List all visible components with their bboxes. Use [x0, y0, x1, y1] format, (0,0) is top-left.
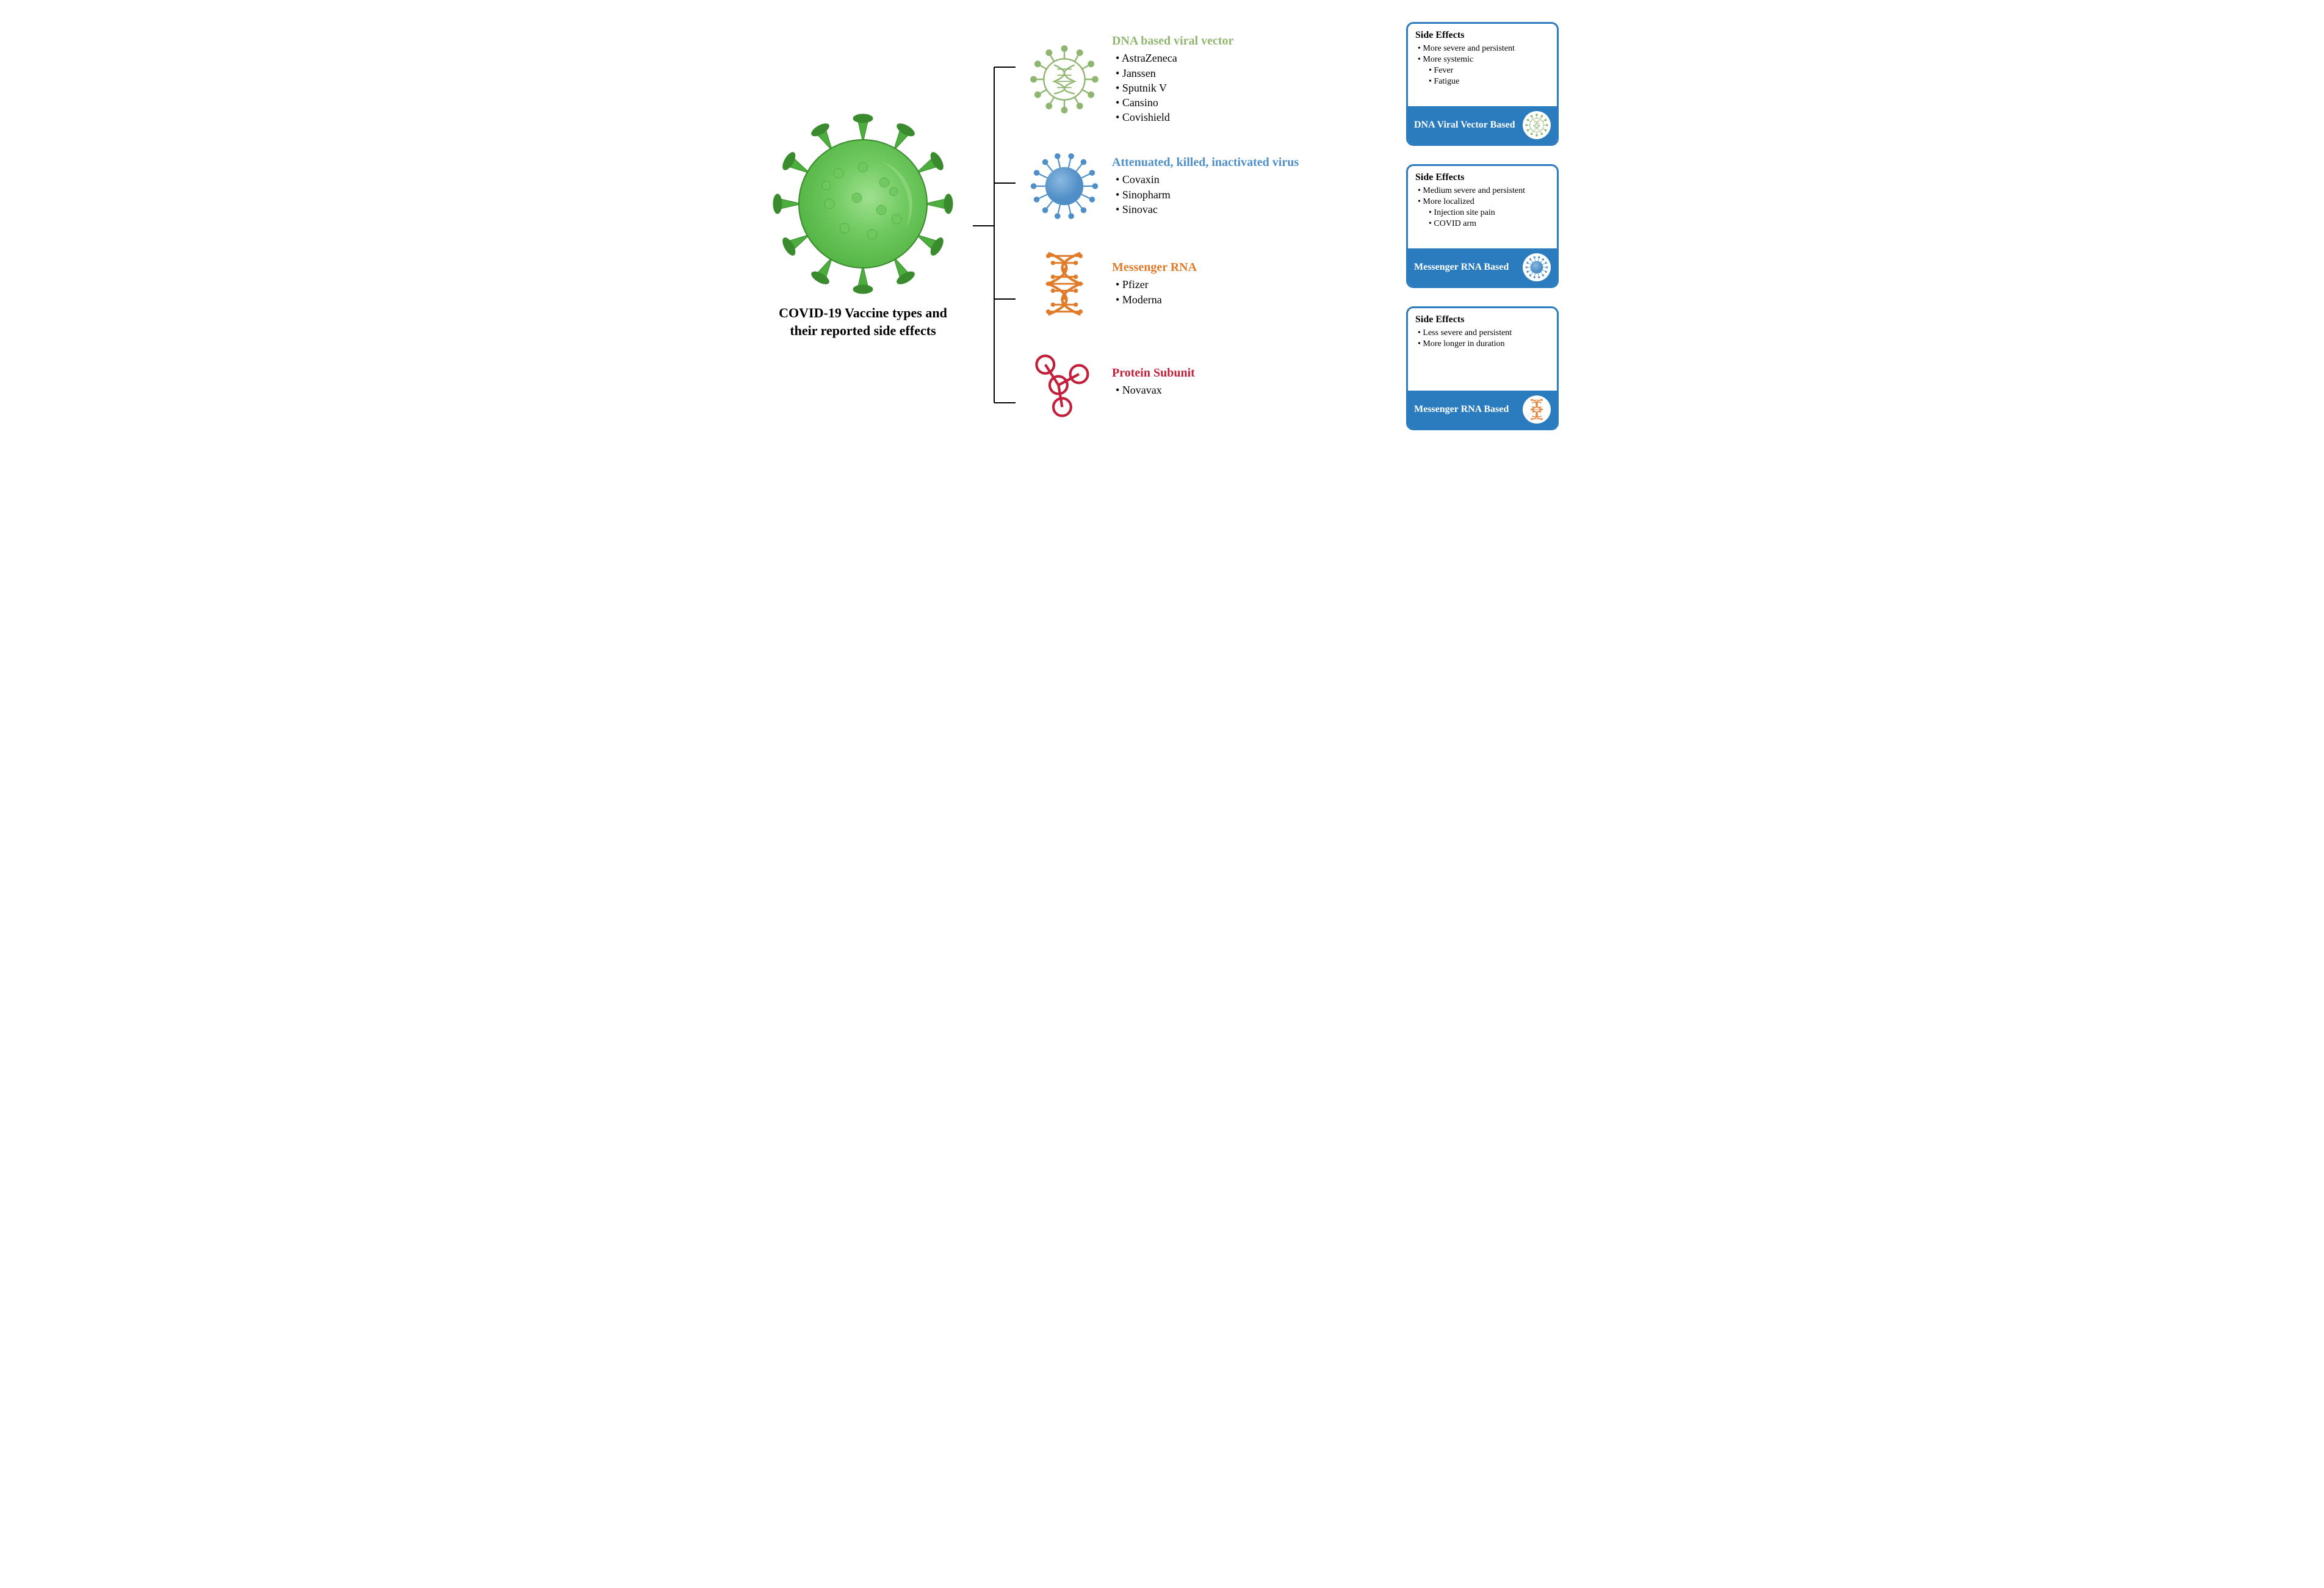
side-effect-heading: Side Effects	[1415, 172, 1550, 183]
side-effect-item: More severe and persistent	[1418, 43, 1550, 54]
vaccine-list-item: Novavax	[1116, 383, 1195, 397]
vaccine-list: PfizerModerna	[1112, 277, 1197, 307]
dna_virus-icon	[1028, 43, 1101, 116]
vaccine-list-item: Cansino	[1116, 95, 1233, 110]
connector-lines	[973, 12, 1016, 439]
vaccine-types-column: DNA based viral vector AstraZenecaJanssen…	[1028, 34, 1394, 417]
side-effect-footer-label: Messenger RNA Based	[1414, 261, 1509, 273]
vaccine-list-item: Janssen	[1116, 66, 1233, 81]
vaccine-type-text: Attenuated, killed, inactivated virus Cov…	[1112, 155, 1299, 217]
vaccine-type-title: DNA based viral vector	[1112, 34, 1233, 48]
vaccine-type-title: Protein Subunit	[1112, 366, 1195, 380]
main-virus-icon	[771, 112, 955, 295]
vaccine-type-title: Attenuated, killed, inactivated virus	[1112, 155, 1299, 170]
side-effect-card: Side Effects More severe and persistentMo…	[1406, 22, 1559, 146]
infographic-container: COVID-19 Vaccine types and their reporte…	[765, 12, 1559, 439]
side-effect-list: Medium severe and persistentMore localiz…	[1415, 186, 1550, 230]
vaccine-list: CovaxinSinopharmSinovac	[1112, 172, 1299, 217]
vaccine-list-item: Sinovac	[1116, 202, 1299, 217]
side-effect-item: More localized	[1418, 197, 1550, 208]
mrna-icon	[1028, 247, 1101, 320]
side-effect-footer: Messenger RNA Based	[1408, 248, 1557, 286]
side-effect-item: Medium severe and persistent	[1418, 186, 1550, 197]
side-effect-item: Injection site pain	[1418, 208, 1550, 218]
vaccine-type-text: Messenger RNA PfizerModerna	[1112, 260, 1197, 307]
side-effect-footer: DNA Viral Vector Based	[1408, 106, 1557, 144]
vaccine-list-item: Pfizer	[1116, 277, 1197, 292]
side-effect-footer: Messenger RNA Based	[1408, 391, 1557, 428]
vaccine-list-item: Sinopharm	[1116, 187, 1299, 202]
side-effect-item: More systemic	[1418, 54, 1550, 65]
side-effect-item: Less severe and persistent	[1418, 328, 1550, 339]
vaccine-type-row: Attenuated, killed, inactivated virus Cov…	[1028, 150, 1394, 223]
side-effect-heading: Side Effects	[1415, 30, 1550, 41]
inactivated-icon	[1523, 253, 1551, 281]
side-effect-footer-label: Messenger RNA Based	[1414, 403, 1509, 415]
vaccine-list-item: Moderna	[1116, 292, 1197, 307]
mrna-icon	[1523, 395, 1551, 424]
left-column: COVID-19 Vaccine types and their reporte…	[765, 112, 961, 339]
vaccine-type-row: Messenger RNA PfizerModerna	[1028, 247, 1394, 320]
protein-icon	[1028, 345, 1101, 418]
side-effect-item: Fatigue	[1418, 76, 1550, 87]
side-effect-item: COVID arm	[1418, 218, 1550, 229]
vaccine-type-text: Protein Subunit Novavax	[1112, 366, 1195, 397]
dna_virus-icon	[1523, 111, 1551, 139]
side-effect-item: Fever	[1418, 65, 1550, 76]
side-effect-body: Side Effects Less severe and persistentMo…	[1408, 308, 1557, 391]
vaccine-list: Novavax	[1112, 383, 1195, 397]
vaccine-type-title: Messenger RNA	[1112, 260, 1197, 275]
vaccine-list-item: Covishield	[1116, 110, 1233, 125]
inactivated-icon	[1028, 150, 1101, 223]
vaccine-list: AstraZenecaJanssenSputnik VCansinoCovish…	[1112, 51, 1233, 125]
side-effects-column: Side EffectsMore severe and persistentMo…	[1406, 22, 1559, 430]
vaccine-type-text: DNA based viral vector AstraZenecaJanssen…	[1112, 34, 1233, 125]
side-effect-card: Side Effects Medium severe and persistent…	[1406, 164, 1559, 288]
side-effect-list: Less severe and persistentMore longer in…	[1415, 328, 1550, 350]
side-effect-body: Side Effects Medium severe and persistent…	[1408, 166, 1557, 248]
vaccine-list-item: AstraZeneca	[1116, 51, 1233, 65]
side-effect-list: More severe and persistentMore systemicF…	[1415, 43, 1550, 88]
main-title: COVID-19 Vaccine types and their reporte…	[765, 305, 961, 339]
vaccine-list-item: Sputnik V	[1116, 81, 1233, 95]
side-effect-body: Side Effects More severe and persistentMo…	[1408, 24, 1557, 106]
side-effect-item: More longer in duration	[1418, 339, 1550, 350]
vaccine-type-row: Protein Subunit Novavax	[1028, 345, 1394, 418]
vaccine-type-row: DNA based viral vector AstraZenecaJanssen…	[1028, 34, 1394, 125]
vaccine-list-item: Covaxin	[1116, 172, 1299, 187]
side-effect-footer-label: DNA Viral Vector Based	[1414, 119, 1515, 131]
side-effect-heading: Side Effects	[1415, 314, 1550, 325]
side-effect-card: Side Effects Less severe and persistentMo…	[1406, 306, 1559, 430]
